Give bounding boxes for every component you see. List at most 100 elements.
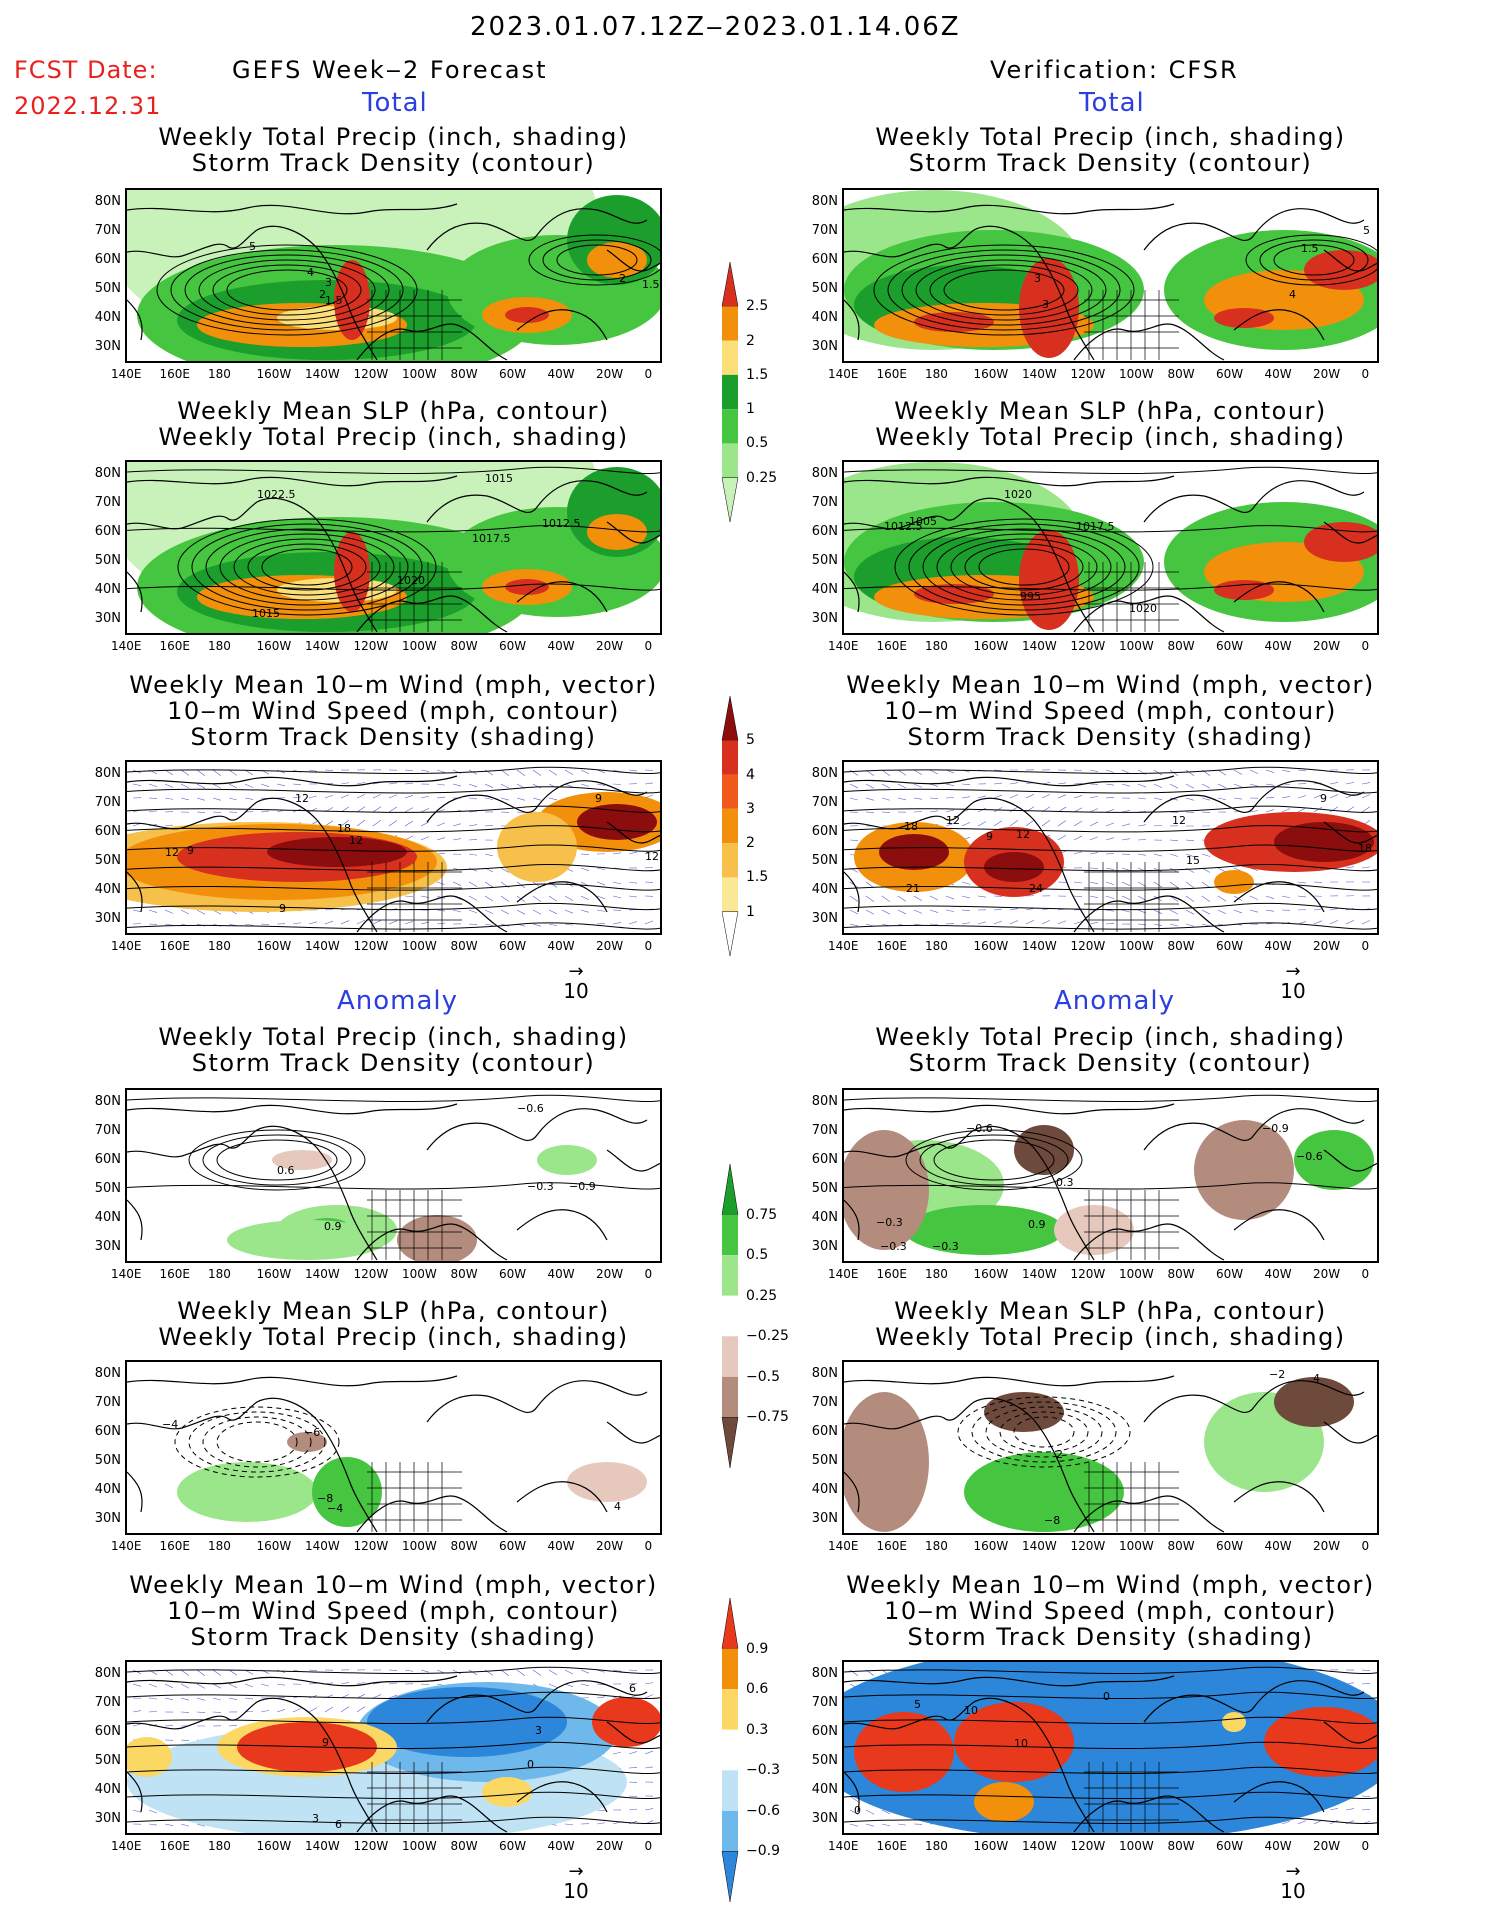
latitude-label: 70N xyxy=(94,223,121,238)
colorbar-label: −0.5 xyxy=(746,1368,780,1385)
colorbar-label: 2 xyxy=(746,332,755,349)
longitude-label: 100W xyxy=(402,1539,437,1553)
contour-label: 9 xyxy=(986,830,993,843)
precip-anom-pos xyxy=(537,1145,597,1175)
longitude-label: 40W xyxy=(547,1839,575,1853)
section-total-left: Total xyxy=(362,88,428,118)
latitude-label: 70N xyxy=(94,495,121,510)
panel-title-line: Weekly Total Precip (inch, shading) xyxy=(875,1323,1346,1351)
precip-anom-neg xyxy=(397,1215,477,1261)
panel-title-line: Weekly Total Precip (inch, shading) xyxy=(158,423,629,451)
colorbar-label: 5 xyxy=(746,732,755,749)
arrow-right-icon: → xyxy=(1285,961,1301,982)
colorbar-label: 0.3 xyxy=(746,1721,769,1738)
state-borders xyxy=(367,290,462,360)
longitude-label: 120W xyxy=(1070,1267,1106,1281)
longitude-label: 0 xyxy=(644,639,653,653)
contour-lines xyxy=(156,244,418,336)
longitude-label: 40W xyxy=(547,939,575,953)
longitude-label: 180 xyxy=(925,1839,948,1853)
longitude-label: 40W xyxy=(547,1539,575,1553)
state-borders xyxy=(367,862,462,932)
longitude-label: 140W xyxy=(1022,367,1057,381)
coastline-outline xyxy=(127,1103,660,1261)
colorbar-label: 0.25 xyxy=(746,1287,778,1304)
longitude-label: 80W xyxy=(450,939,478,953)
colorbar-segment xyxy=(722,374,738,410)
contour-label: −2 xyxy=(1269,1368,1285,1381)
vector-reference-value: 10 xyxy=(563,979,589,1003)
contour-label: 12 xyxy=(165,846,179,859)
contour-lines xyxy=(844,1666,1377,1825)
latitude-label: 30N xyxy=(811,611,838,626)
contour-label: 0.3 xyxy=(1056,1176,1074,1189)
vector-reference-value: 10 xyxy=(1280,1879,1306,1903)
longitude-label: 20W xyxy=(596,1267,624,1281)
longitude-label: 160E xyxy=(876,1839,908,1853)
contour-label: 1017.5 xyxy=(472,532,511,545)
longitude-label: 40W xyxy=(1264,367,1292,381)
panel-title-line: Storm Track Density (contour) xyxy=(908,149,1313,177)
panel-title-line: Weekly Mean SLP (hPa, contour) xyxy=(177,1297,610,1325)
longitude-label: 120W xyxy=(353,1267,389,1281)
contour-label: 10 xyxy=(1014,1737,1028,1750)
latitude-label: 50N xyxy=(811,553,838,568)
longitude-label: 160E xyxy=(159,1539,191,1553)
colorbar-storm_anom xyxy=(715,1597,745,1906)
colorbar-label: −0.25 xyxy=(746,1328,789,1345)
latitude-label: 30N xyxy=(94,1511,121,1526)
contour-label: 12 xyxy=(295,792,309,805)
map-panel-p2_l: 1022.5 1015 1017.5 1012.5 1020 1015 xyxy=(125,460,662,635)
colorbar-label: 1.5 xyxy=(746,869,769,886)
latitude-label: 80N xyxy=(811,1094,838,1109)
latitude-label: 30N xyxy=(811,339,838,354)
contour-lines xyxy=(1245,234,1377,286)
longitude-label: 180 xyxy=(208,939,231,953)
contour-label: 6 xyxy=(629,1682,636,1695)
longitude-label: 160W xyxy=(256,1267,292,1281)
coastline-outline xyxy=(127,775,660,933)
latitude-label: 60N xyxy=(811,824,838,839)
precip-anom-neg-strong xyxy=(984,1392,1064,1432)
latitude-label: 30N xyxy=(94,611,121,626)
panel-title-line: Weekly Mean SLP (hPa, contour) xyxy=(894,397,1327,425)
panel-title-line: Weekly Mean SLP (hPa, contour) xyxy=(177,397,610,425)
map-panel-p2_r: 1012.5 1005 1017.5 1020 995 1020 xyxy=(842,460,1379,635)
longitude-label: 20W xyxy=(596,939,624,953)
longitude-label: 160E xyxy=(159,367,191,381)
longitude-label: 0 xyxy=(644,939,653,953)
contour-label: 1.5 xyxy=(325,294,343,307)
latitude-label: 40N xyxy=(94,310,121,325)
latitude-label: 50N xyxy=(811,1181,838,1196)
contour-label: 3 xyxy=(1042,298,1049,311)
longitude-label: 40W xyxy=(1264,939,1292,953)
longitude-label: 160E xyxy=(159,939,191,953)
contour-lines xyxy=(177,518,437,616)
panel-title-line: Storm Track Density (contour) xyxy=(908,1049,1313,1077)
longitude-label: 100W xyxy=(402,367,437,381)
latitude-label: 40N xyxy=(811,582,838,597)
contour-label: 1005 xyxy=(909,515,937,528)
precip-peak xyxy=(505,307,549,323)
panel-title-line: 10‒m Wind Speed (mph, contour) xyxy=(884,1597,1337,1625)
colorbar-segment xyxy=(722,1729,738,1771)
state-borders xyxy=(367,1190,462,1260)
longitude-label: 40W xyxy=(1264,1839,1292,1853)
latitude-label: 70N xyxy=(811,1695,838,1710)
longitude-label: 20W xyxy=(1313,1839,1341,1853)
longitude-label: 100W xyxy=(402,939,437,953)
coastline-outline xyxy=(844,203,1377,361)
latitude-label: 40N xyxy=(811,1210,838,1225)
longitude-label: 160W xyxy=(256,639,292,653)
contour-label: 1012.5 xyxy=(884,520,923,533)
colorbar-label: −0.3 xyxy=(746,1762,780,1779)
longitude-label: 140E xyxy=(111,1839,142,1853)
longitude-label: 20W xyxy=(1313,1267,1341,1281)
longitude-label: 160E xyxy=(876,1539,908,1553)
colorbar-top-arrow xyxy=(721,261,739,307)
contour-label: 12 xyxy=(1172,814,1186,827)
state-borders xyxy=(1084,862,1179,932)
longitude-label: 0 xyxy=(1361,1267,1370,1281)
colorbar-segment xyxy=(722,306,738,341)
colorbar-top-arrow xyxy=(721,1163,739,1215)
